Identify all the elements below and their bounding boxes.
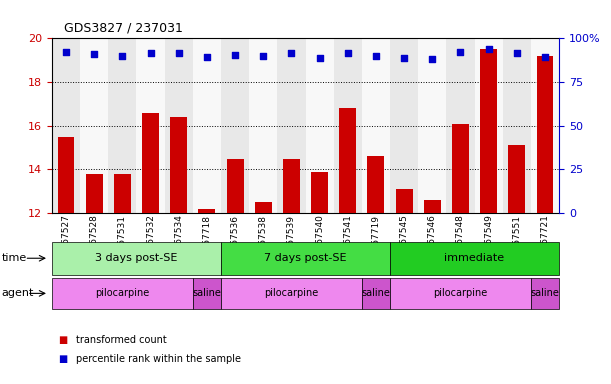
Text: saline: saline (530, 288, 560, 298)
Point (145, 50, 155, 56)
Bar (339, 108, 356, 213)
Text: percentile rank within the sample: percentile rank within the sample (76, 354, 241, 364)
Bar (108, 38, 136, 213)
Bar (536, 56, 554, 213)
Point (371, 53, 381, 59)
Text: saline: saline (192, 288, 221, 298)
Bar (311, 172, 328, 213)
Bar (362, 38, 390, 213)
Text: pilocarpine: pilocarpine (433, 288, 488, 298)
Bar (193, 38, 221, 213)
Bar (367, 156, 384, 213)
Bar (503, 38, 531, 213)
Bar (334, 38, 362, 213)
Bar (199, 209, 215, 213)
Point (117, 53, 127, 59)
Point (174, 50, 184, 56)
Text: immediate: immediate (444, 253, 505, 263)
Bar (249, 38, 277, 213)
Point (484, 46, 494, 52)
Bar (227, 159, 244, 213)
Point (540, 54, 550, 60)
Bar (424, 200, 441, 213)
Bar (447, 38, 475, 213)
Bar (57, 137, 75, 213)
Point (315, 55, 324, 61)
Point (230, 52, 240, 58)
Text: 3 days post-SE: 3 days post-SE (95, 253, 178, 263)
Bar (452, 124, 469, 213)
Bar (390, 38, 418, 213)
Bar (164, 38, 193, 213)
Text: ■: ■ (58, 335, 67, 345)
Point (202, 54, 212, 60)
Bar (418, 38, 447, 213)
Bar (86, 174, 103, 213)
Bar (531, 38, 559, 213)
Text: pilocarpine: pilocarpine (265, 288, 318, 298)
Bar (136, 38, 164, 213)
Point (258, 53, 268, 59)
Point (456, 48, 466, 55)
Text: time: time (2, 253, 27, 263)
Point (89, 51, 99, 57)
Bar (142, 113, 159, 213)
Point (287, 50, 296, 56)
Point (428, 56, 437, 62)
Bar (52, 38, 80, 213)
Point (399, 55, 409, 61)
Bar (170, 117, 187, 213)
Bar (508, 146, 525, 213)
Bar (255, 202, 272, 213)
Bar (396, 189, 412, 213)
Text: saline: saline (362, 288, 390, 298)
Text: transformed count: transformed count (76, 335, 167, 345)
Point (61, 48, 71, 55)
Text: ■: ■ (58, 354, 67, 364)
Bar (277, 38, 306, 213)
Bar (283, 159, 300, 213)
Point (343, 50, 353, 56)
Text: agent: agent (2, 288, 34, 298)
Bar (221, 38, 249, 213)
Bar (480, 49, 497, 213)
Text: 7 days post-SE: 7 days post-SE (264, 253, 347, 263)
Point (512, 50, 522, 56)
Text: GDS3827 / 237031: GDS3827 / 237031 (64, 22, 183, 35)
Bar (475, 38, 503, 213)
Bar (80, 38, 108, 213)
Text: pilocarpine: pilocarpine (95, 288, 150, 298)
Bar (114, 174, 131, 213)
Bar (306, 38, 334, 213)
